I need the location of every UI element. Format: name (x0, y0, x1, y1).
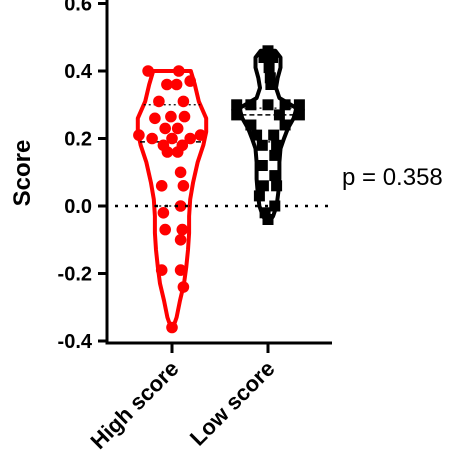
y-tick-label: 0.4 (64, 61, 93, 83)
p-value-annotation: p = 0.358 (342, 164, 443, 191)
data-point (166, 321, 178, 334)
data-point (165, 110, 177, 123)
data-point (279, 119, 291, 131)
data-point (146, 132, 158, 145)
data-point (262, 214, 274, 225)
data-point (267, 52, 279, 63)
data-point (245, 99, 257, 111)
data-point (293, 99, 305, 111)
y-tick-label: -0.4 (58, 331, 93, 353)
violin-outline (135, 69, 209, 330)
data-point (174, 264, 187, 276)
data-point (170, 78, 183, 91)
data-point (184, 132, 196, 145)
data-point (173, 65, 185, 77)
x-category-label: High score (85, 356, 183, 454)
data-point (174, 200, 187, 212)
data-point (269, 170, 281, 182)
data-point (245, 119, 257, 131)
y-tick-label: 0.2 (64, 129, 92, 151)
data-point (259, 207, 271, 219)
data-point (269, 200, 281, 212)
data-point (262, 45, 274, 57)
data-point (177, 95, 190, 108)
data-point (279, 99, 291, 111)
data-point (159, 122, 171, 135)
data-point (251, 129, 263, 141)
data-point (133, 129, 145, 141)
data-point (293, 109, 305, 121)
points-layer (133, 45, 305, 334)
data-point (155, 180, 168, 192)
data-point (257, 180, 269, 192)
data-point (265, 79, 277, 90)
y-axis-title: Score (9, 140, 36, 207)
data-point (258, 52, 270, 63)
data-point (174, 234, 187, 246)
data-point (268, 129, 280, 141)
y-ticks: -0.4 -0.2 0.0 0.2 0.4 0.6 (58, 0, 107, 353)
data-point (231, 99, 243, 111)
data-point (149, 112, 161, 125)
data-point (171, 122, 184, 135)
x-ticks: High score Low score (85, 343, 280, 454)
data-point (157, 207, 170, 219)
y-tick-label: 0.6 (64, 0, 92, 16)
data-point (262, 99, 274, 111)
data-point (177, 281, 190, 293)
data-point (166, 132, 178, 145)
data-point (184, 75, 196, 87)
data-point (253, 190, 265, 202)
data-point (263, 62, 275, 74)
data-point (264, 72, 276, 84)
data-point (171, 146, 184, 158)
x-category-label: Low score (185, 356, 280, 451)
data-point (231, 109, 243, 121)
data-point (142, 65, 154, 77)
data-point (155, 264, 168, 276)
data-point (271, 180, 283, 192)
data-point (178, 110, 191, 123)
y-tick-label: 0.0 (64, 196, 92, 218)
data-point (159, 223, 171, 236)
data-point (174, 166, 187, 179)
data-point (256, 160, 268, 171)
data-point (273, 109, 285, 121)
data-point (161, 146, 174, 158)
data-point (161, 78, 173, 91)
data-point (269, 149, 281, 161)
data-point (177, 180, 190, 192)
data-point (256, 139, 268, 151)
data-point (271, 139, 283, 151)
data-point (153, 95, 165, 108)
data-point (176, 223, 189, 236)
y-tick-label: -0.2 (58, 264, 92, 286)
data-point (194, 129, 207, 141)
